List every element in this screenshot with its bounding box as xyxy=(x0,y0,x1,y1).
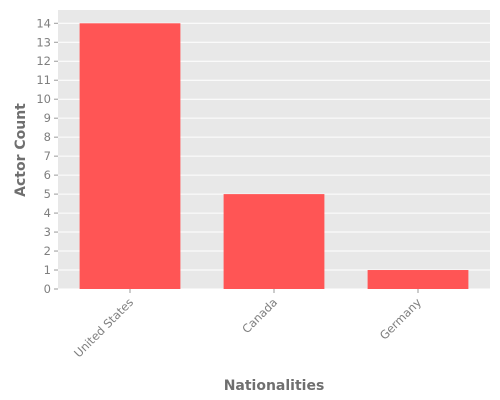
y-tick-label: 13 xyxy=(36,35,51,49)
y-tick-label: 5 xyxy=(44,187,51,201)
bars xyxy=(79,23,469,290)
y-tick-label: 11 xyxy=(36,73,51,87)
y-tick-label: 8 xyxy=(44,130,51,144)
y-axis-title: Actor Count xyxy=(13,103,29,197)
x-tick-label: Germany xyxy=(377,295,424,342)
x-axis-ticks: United States Canada Germany xyxy=(71,289,424,360)
y-tick-label: 14 xyxy=(36,16,51,30)
bar xyxy=(79,23,181,290)
y-tick-label: 0 xyxy=(44,282,51,296)
bar xyxy=(367,270,469,289)
y-tick-label: 1 xyxy=(44,263,51,277)
y-tick-label: 12 xyxy=(36,54,51,68)
y-tick-label: 6 xyxy=(44,168,51,182)
y-tick-label: 3 xyxy=(44,225,51,239)
y-tick-label: 10 xyxy=(36,92,51,106)
bar xyxy=(223,194,325,289)
x-tick-label: Canada xyxy=(239,295,280,336)
y-tick-label: 2 xyxy=(44,244,51,258)
y-tick-label: 7 xyxy=(44,149,51,163)
x-axis-title: Nationalities xyxy=(224,378,325,394)
y-tick-label: 4 xyxy=(44,206,51,220)
x-tick-label: United States xyxy=(71,295,136,360)
y-tick-label: 9 xyxy=(44,111,51,125)
